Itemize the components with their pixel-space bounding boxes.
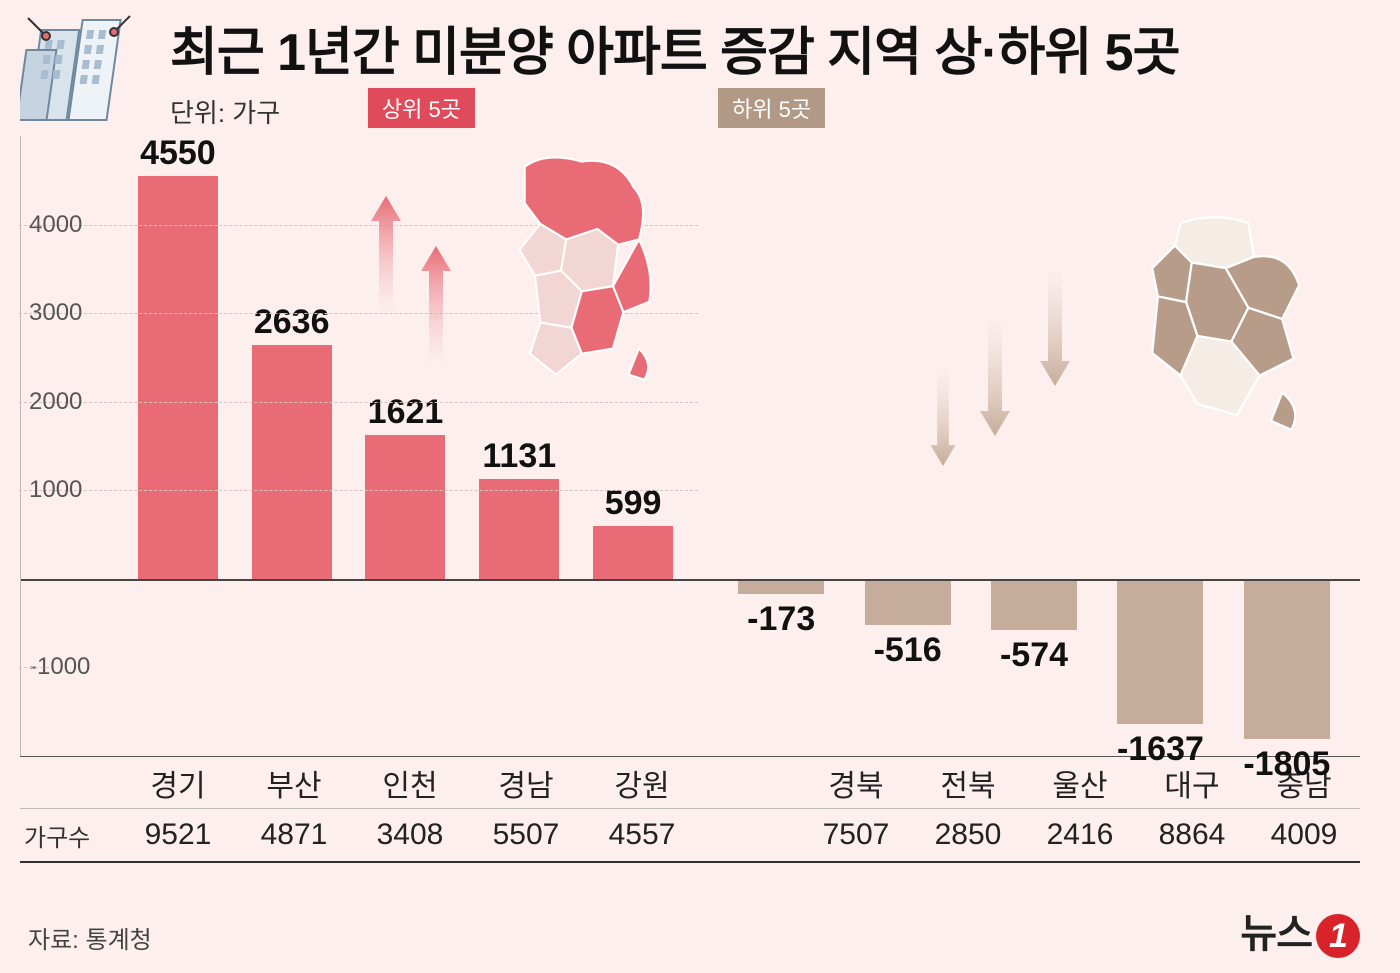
bar-slot: -173 xyxy=(718,136,844,756)
arrow-down-icon xyxy=(980,316,1010,441)
arrow-down-icon xyxy=(1040,266,1070,391)
table-cell: 2416 xyxy=(1024,818,1136,852)
axis-baseline xyxy=(21,579,700,581)
axis-baseline xyxy=(700,579,1360,581)
bar-value-label: 4550 xyxy=(118,134,238,173)
table-cell: 4009 xyxy=(1248,818,1360,852)
bar-value-label: -1637 xyxy=(1100,730,1220,769)
badge-top5: 상위 5곳 xyxy=(368,88,475,128)
bars-top5: 4550263616211131599 xyxy=(21,136,700,756)
table-row: 가구수 95214871340855074557 xyxy=(20,809,700,861)
table-row: 75072850241688644009 xyxy=(700,809,1360,861)
bar-value-label: 2636 xyxy=(232,303,352,342)
bar-slot: -1637 xyxy=(1097,136,1223,756)
chart-panel-bottom5: 하위 5곳 -173-516-574-1637-1805 xyxy=(700,136,1360,863)
table-cell: 9521 xyxy=(120,818,236,852)
ytick-label: 2000 xyxy=(29,388,82,416)
table-cell: 경남 xyxy=(468,761,584,805)
bar-slot: 2636 xyxy=(235,136,349,756)
row-label-count: 가구수 xyxy=(20,818,120,853)
bar xyxy=(1244,579,1330,739)
bar-value-label: -1805 xyxy=(1227,745,1347,784)
table-cell: 인천 xyxy=(352,761,468,805)
bars-bottom5: -173-516-574-1637-1805 xyxy=(700,136,1360,756)
header: 최근 1년간 미분양 아파트 증감 지역 상·하위 5곳 단위: 가구 xyxy=(0,0,1400,136)
bar-slot: 1131 xyxy=(462,136,576,756)
bar xyxy=(252,345,332,578)
page-title: 최근 1년간 미분양 아파트 증감 지역 상·하위 5곳 xyxy=(170,10,1380,85)
logo-number: 1 xyxy=(1316,914,1360,958)
bar-slot: 1621 xyxy=(349,136,463,756)
gridline xyxy=(19,667,49,668)
gridline xyxy=(19,225,698,226)
chart-panel-top5: 상위 5곳 4550263616211131599 xyxy=(20,136,700,863)
chart-area-top5: 4550263616211131599 xyxy=(20,136,700,756)
bar xyxy=(738,579,824,594)
table-cell: 강원 xyxy=(584,761,700,805)
ytick-label: 3000 xyxy=(29,299,82,327)
table-cell: 3408 xyxy=(352,818,468,852)
logo: 뉴스1 xyxy=(1240,901,1360,959)
arrow-up-icon xyxy=(421,246,451,371)
bar-slot: 599 xyxy=(576,136,690,756)
chart-area-bottom5: -173-516-574-1637-1805 xyxy=(700,136,1360,756)
logo-text: 뉴스 xyxy=(1240,912,1312,956)
arrow-up-icon xyxy=(371,196,401,321)
source-label: 자료: 통계청 xyxy=(28,920,152,955)
bar xyxy=(365,435,445,579)
bar-value-label: 1131 xyxy=(459,437,579,476)
table-cell: 경기 xyxy=(120,761,236,805)
table-cell: 부산 xyxy=(236,761,352,805)
bar xyxy=(865,579,951,625)
table-cell: 전북 xyxy=(912,761,1024,805)
table-top5: 경기부산인천경남강원 가구수 95214871340855074557 xyxy=(20,756,700,863)
bar-slot: -1805 xyxy=(1224,136,1350,756)
ytick-label: 1000 xyxy=(29,476,82,504)
ytick-label: 4000 xyxy=(29,211,82,239)
bar-value-label: 1621 xyxy=(345,393,465,432)
bar xyxy=(1117,579,1203,724)
table-cell: 경북 xyxy=(800,761,912,805)
bar xyxy=(593,526,673,579)
bar-value-label: -574 xyxy=(974,636,1094,675)
bar xyxy=(991,579,1077,630)
building-icon xyxy=(20,10,155,130)
gridline xyxy=(19,490,698,491)
table-cell: 8864 xyxy=(1136,818,1248,852)
table-cell: 7507 xyxy=(800,818,912,852)
bar-value-label: -173 xyxy=(721,600,841,639)
gridline xyxy=(19,313,698,314)
bar-slot: 4550 xyxy=(121,136,235,756)
badge-bottom5: 하위 5곳 xyxy=(718,88,825,128)
table-cell: 2850 xyxy=(912,818,1024,852)
arrow-down-icon xyxy=(930,366,960,471)
bar-slot: -574 xyxy=(971,136,1097,756)
table-cell: 4871 xyxy=(236,818,352,852)
bar xyxy=(479,479,559,579)
charts-row: 상위 5곳 4550263616211131599 xyxy=(0,136,1400,863)
bar-value-label: -516 xyxy=(848,631,968,670)
table-row: 경기부산인천경남강원 xyxy=(20,757,700,809)
gridline xyxy=(19,402,698,403)
table-cell: 5507 xyxy=(468,818,584,852)
table-cell: 4557 xyxy=(584,818,700,852)
bar xyxy=(138,176,218,579)
